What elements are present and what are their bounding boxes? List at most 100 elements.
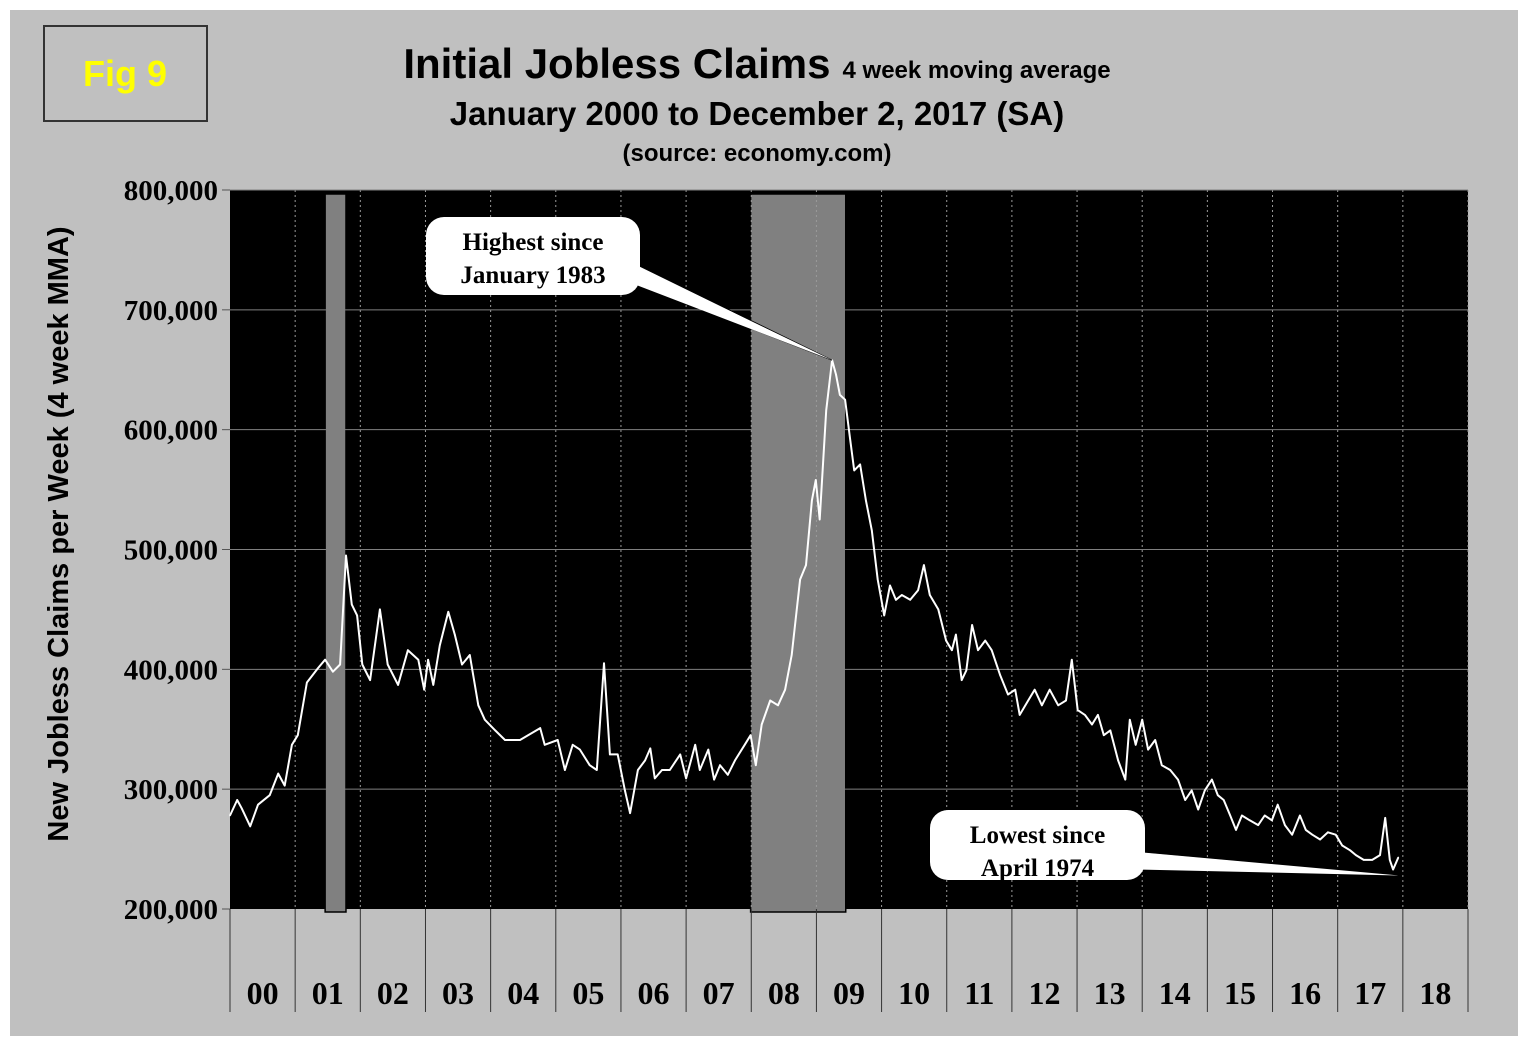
data-point	[1084, 714, 1086, 716]
x-tick-label: 07	[703, 975, 735, 1011]
data-point	[356, 614, 358, 617]
y-tick-label: 400,000	[124, 654, 218, 686]
data-point	[679, 753, 682, 756]
data-point	[1311, 833, 1314, 836]
data-point	[519, 739, 521, 741]
data-point	[477, 704, 480, 707]
data-point	[871, 529, 873, 532]
data-point	[1014, 688, 1016, 691]
data-point	[707, 748, 710, 751]
data-point	[853, 469, 856, 472]
data-point	[769, 699, 771, 702]
callout-text: April 1974	[981, 855, 1095, 882]
data-point	[483, 718, 486, 721]
data-point	[1117, 759, 1119, 762]
data-point	[1362, 859, 1365, 861]
data-point	[1124, 778, 1127, 781]
data-point	[407, 649, 409, 651]
data-point	[1071, 658, 1073, 661]
data-point	[1384, 817, 1387, 819]
data-point	[461, 663, 463, 666]
x-tick-label: 04	[507, 975, 539, 1011]
data-point	[1304, 829, 1307, 831]
data-point	[1392, 868, 1394, 871]
data-point	[1177, 778, 1179, 781]
x-tick-label: 17	[1354, 975, 1386, 1011]
data-point	[1184, 799, 1187, 801]
data-point	[1327, 831, 1329, 834]
data-point	[296, 734, 299, 737]
data-point	[1041, 704, 1043, 707]
data-point	[1141, 718, 1144, 721]
data-point	[1169, 769, 1172, 771]
chart-subtitle: January 2000 to December 2, 2017 (SA)	[450, 95, 1064, 132]
data-point	[835, 373, 837, 376]
data-point	[1154, 739, 1157, 741]
data-point	[432, 684, 435, 686]
x-tick-label: 01	[312, 975, 344, 1011]
data-point	[1018, 714, 1021, 716]
data-point	[629, 812, 631, 814]
data-point	[291, 744, 293, 746]
data-point	[945, 639, 947, 642]
data-point	[814, 479, 817, 481]
data-point	[609, 753, 611, 756]
chart-source: (source: economy.com)	[623, 140, 892, 167]
data-point	[1341, 844, 1344, 847]
x-tick-label: 11	[964, 975, 994, 1011]
data-point	[504, 739, 506, 741]
data-point	[909, 599, 912, 601]
data-point	[790, 654, 793, 656]
data-point	[1371, 859, 1374, 861]
data-point	[1109, 729, 1112, 732]
recession-band	[324, 193, 347, 913]
data-point	[825, 409, 827, 412]
data-point	[889, 584, 891, 587]
data-point	[1271, 819, 1273, 822]
data-point	[844, 398, 846, 401]
data-point	[1216, 794, 1219, 796]
data-point	[1048, 688, 1051, 691]
data-point	[417, 658, 420, 661]
data-point	[637, 769, 639, 771]
data-point	[734, 759, 736, 762]
data-point	[616, 753, 619, 756]
data-point	[579, 748, 581, 751]
data-point	[1235, 829, 1237, 831]
callout-pointer-fill	[1137, 852, 1399, 876]
data-point	[644, 759, 646, 762]
x-tick-label: 18	[1419, 975, 1451, 1011]
data-point	[571, 744, 574, 746]
data-point	[345, 554, 347, 557]
x-tick-label: 12	[1028, 975, 1060, 1011]
data-point	[649, 747, 652, 750]
data-point	[1129, 718, 1131, 721]
data-point	[865, 499, 867, 502]
data-point	[1211, 778, 1213, 781]
data-point	[951, 649, 953, 651]
data-point	[1057, 704, 1059, 707]
data-point	[883, 614, 885, 617]
data-point	[1284, 824, 1286, 826]
data-point	[439, 644, 441, 647]
data-point	[1319, 838, 1321, 841]
data-point	[257, 803, 259, 806]
data-point	[685, 777, 687, 780]
chart-title-suffix: 4 week moving average	[843, 57, 1111, 84]
data-point	[654, 777, 656, 780]
data-point	[397, 684, 399, 686]
data-point	[596, 769, 598, 771]
data-point	[1033, 688, 1036, 691]
data-point	[1229, 814, 1231, 817]
callout-text: Highest since	[463, 229, 604, 256]
x-tick-label: 16	[1289, 975, 1321, 1011]
data-point	[1076, 709, 1079, 711]
data-point	[895, 599, 897, 601]
chart-title-line: Initial Jobless Claims 4 week moving aver…	[403, 40, 1110, 87]
x-tick-label: 02	[377, 975, 409, 1011]
data-point	[661, 769, 663, 771]
data-point	[361, 663, 364, 666]
data-point	[1299, 814, 1301, 817]
callout-box	[426, 217, 640, 295]
data-point	[332, 670, 334, 673]
